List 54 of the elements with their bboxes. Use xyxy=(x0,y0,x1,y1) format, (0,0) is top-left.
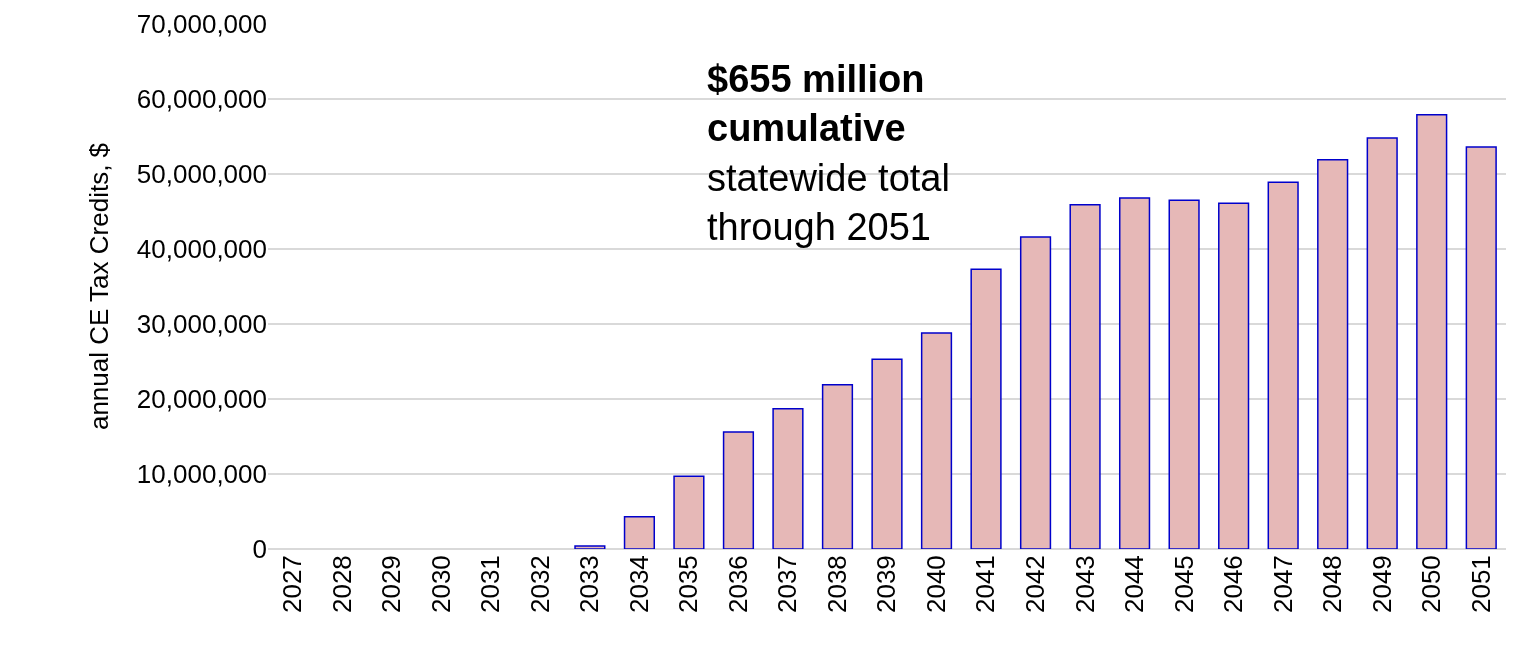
x-tick-label: 2027 xyxy=(277,555,308,614)
y-tick-label: 10,000,000 xyxy=(136,459,267,490)
bar xyxy=(1267,181,1299,549)
x-tick-label: 2028 xyxy=(326,555,357,614)
x-tick-label: 2047 xyxy=(1267,555,1298,614)
x-tick-label: 2032 xyxy=(524,555,555,614)
annotation: statewide total through 2051 xyxy=(707,156,950,249)
x-tick-label: 2045 xyxy=(1168,555,1199,614)
y-tick-label: 20,000,000 xyxy=(136,384,267,415)
x-tick-label: 2036 xyxy=(722,555,753,614)
x-tick-label: 2029 xyxy=(376,555,407,614)
x-tick-label: 2039 xyxy=(871,555,902,614)
y-tick-label: 30,000,000 xyxy=(136,309,267,340)
x-tick-label: 2033 xyxy=(574,555,605,614)
x-tick-label: 2030 xyxy=(425,555,456,614)
bar xyxy=(1069,204,1101,549)
x-tick-label: 2035 xyxy=(673,555,704,614)
x-tick-label: 2046 xyxy=(1218,555,1249,614)
bar xyxy=(920,332,953,549)
bar xyxy=(623,516,656,549)
x-tick-label: 2048 xyxy=(1317,555,1348,614)
bar xyxy=(1465,146,1497,549)
y-tick-label: 0 xyxy=(252,534,267,565)
bar xyxy=(1366,137,1398,549)
x-tick-label: 2051 xyxy=(1465,555,1496,614)
x-tick-label: 2042 xyxy=(1020,555,1051,614)
x-tick-label: 2038 xyxy=(821,555,852,614)
bar xyxy=(1118,197,1151,549)
y-tick-label: 40,000,000 xyxy=(136,234,267,265)
y-tick-label: 60,000,000 xyxy=(136,84,267,115)
x-tick-label: 2031 xyxy=(475,555,506,614)
bar xyxy=(1317,159,1349,549)
bar xyxy=(970,268,1002,549)
bar xyxy=(1168,199,1200,549)
x-tick-label: 2049 xyxy=(1366,555,1397,614)
x-tick-label: 2044 xyxy=(1119,555,1150,614)
y-tick-label: 70,000,000 xyxy=(136,9,267,40)
bar xyxy=(1019,236,1052,549)
y-axis-title: annual CE Tax Credits, $ xyxy=(84,142,115,431)
bar xyxy=(1416,114,1448,549)
x-tick-label: 2043 xyxy=(1069,555,1100,614)
bar xyxy=(772,408,804,549)
x-tick-label: 2034 xyxy=(623,555,654,614)
bar xyxy=(821,384,854,549)
bar xyxy=(1218,202,1250,549)
x-tick-label: 2037 xyxy=(772,555,803,614)
bar xyxy=(673,475,705,549)
y-tick-label: 50,000,000 xyxy=(136,159,267,190)
x-tick-label: 2050 xyxy=(1416,555,1447,614)
bar xyxy=(722,431,755,549)
x-tick-label: 2040 xyxy=(920,555,951,614)
bar xyxy=(871,358,903,549)
bar xyxy=(574,545,606,549)
x-tick-label: 2041 xyxy=(970,555,1001,614)
